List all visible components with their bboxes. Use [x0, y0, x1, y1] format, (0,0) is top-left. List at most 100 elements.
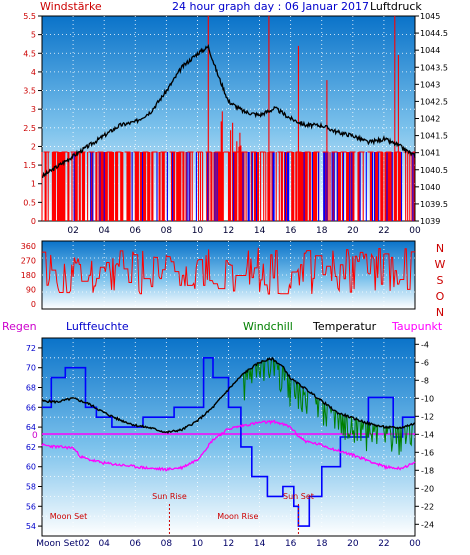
temperature-tick-label: -22: [421, 502, 434, 511]
pressure-tick-label: 1040.5: [420, 166, 448, 175]
humidity-tick-label: 54: [26, 522, 36, 531]
time-tick-label: 16: [285, 539, 297, 549]
time-tick-label: 04: [98, 539, 110, 549]
time-tick-label: Moon Set02: [36, 539, 90, 549]
time-tick-label: 18: [316, 539, 328, 549]
compass-label: N: [436, 242, 444, 255]
time-tick-label: 12: [223, 226, 234, 236]
wind-tick-label: 0.5: [23, 198, 36, 207]
temperature-tick-label: -16: [421, 448, 434, 457]
humidity-tick-label: 66: [26, 403, 36, 412]
pressure-tick-label: 1041.5: [420, 132, 448, 141]
wind-direction-line: [42, 247, 415, 295]
direction-tick-label: 360: [21, 242, 36, 251]
rain-zero-label: 0: [32, 431, 38, 441]
direction-tick-label: 0: [31, 300, 36, 309]
pressure-tick-label: 1043: [420, 80, 440, 89]
pressure-tick-label: 1042.5: [420, 97, 448, 106]
humidity-tick-label: 62: [26, 443, 36, 452]
temperature-tick-label: -18: [421, 466, 434, 475]
compass-label: O: [436, 290, 445, 303]
compass-label: W: [435, 258, 446, 271]
wind-tick-label: 3.5: [23, 87, 36, 96]
pressure-tick-label: 1039: [420, 217, 440, 226]
rain-label: Regen: [2, 320, 37, 333]
pressure-tick-label: 1039.5: [420, 200, 448, 209]
time-tick-label: 10: [192, 226, 204, 236]
humidity-tick-label: 72: [26, 344, 36, 353]
temperature-tick-label: -8: [421, 376, 429, 385]
humidity-label: Luftfeuchte: [66, 320, 129, 333]
time-tick-label: 02: [67, 226, 78, 236]
pressure-tick-label: 1043.5: [420, 63, 448, 72]
humidity-tick-label: 56: [26, 502, 36, 511]
time-tick-label: 22: [378, 226, 389, 236]
dewpoint-label: Taupunkt: [391, 320, 443, 333]
temperature-tick-label: -12: [421, 412, 434, 421]
pressure-tick-label: 1040: [420, 183, 440, 192]
wind-tick-label: 0: [31, 217, 36, 226]
time-tick-label: 20: [347, 226, 359, 236]
humidity-tick-label: 68: [26, 384, 36, 393]
wind-tick-label: 1.5: [23, 161, 36, 170]
chart-title: 24 hour graph day : 06 Januar 2017: [172, 0, 369, 13]
pressure-tick-label: 1044.5: [420, 29, 448, 38]
pressure-tick-label: 1044: [420, 46, 440, 55]
temperature-label: Temperatur: [312, 320, 377, 333]
wind-average-bars: [73, 152, 414, 221]
time-tick-label: 14: [254, 226, 266, 236]
time-tick-label: 08: [161, 226, 173, 236]
humidity-tick-label: 60: [26, 463, 36, 472]
temperature-tick-label: -24: [421, 520, 434, 529]
panel-wind-direction: [41, 240, 416, 310]
time-tick-label: 08: [161, 539, 173, 549]
time-tick-label: 16: [285, 226, 297, 236]
direction-tick-label: 180: [21, 271, 36, 280]
temperature-tick-label: -4: [421, 340, 429, 349]
humidity-tick-label: 58: [26, 483, 36, 492]
windchill-label: Windchill: [243, 320, 293, 333]
time-tick-label: 00: [409, 539, 421, 549]
temperature-tick-label: -6: [421, 358, 429, 367]
time-tick-label: 06: [130, 539, 142, 549]
wind-tick-label: 2: [31, 142, 36, 151]
wind-tick-label: 5.5: [23, 12, 36, 21]
compass-label: S: [437, 274, 444, 287]
pressure-label: Luftdruck: [370, 0, 422, 13]
humidity-tick-label: 70: [26, 364, 36, 373]
time-tick-label: 20: [347, 539, 359, 549]
wind-tick-label: 1: [31, 180, 36, 189]
temperature-tick-label: -10: [421, 394, 434, 403]
pressure-line: [41, 43, 416, 178]
time-tick-label: 00: [409, 226, 421, 236]
wind-tick-label: 4: [31, 68, 36, 77]
time-tick-label: 14: [254, 539, 266, 549]
time-tick-label: 18: [316, 226, 328, 236]
wind-tick-label: 5: [31, 31, 36, 40]
time-tick-label: 06: [130, 226, 142, 236]
astro-annotation: Moon Rise: [217, 512, 258, 521]
temperature-tick-label: -14: [421, 430, 434, 439]
time-tick-label: 10: [192, 539, 204, 549]
wind-tick-label: 4.5: [23, 49, 36, 58]
astro-annotation: Sun Rise: [152, 492, 187, 501]
pressure-tick-label: 1045: [420, 12, 440, 21]
wind-strength-label: Windstärke: [40, 0, 102, 13]
pressure-tick-label: 1041: [420, 149, 440, 158]
direction-tick-label: 90: [26, 286, 36, 295]
temperature-tick-label: -20: [421, 484, 434, 493]
astro-annotation: Moon Set: [50, 512, 87, 521]
time-tick-label: 12: [223, 539, 234, 549]
wind-tick-label: 2.5: [23, 124, 36, 133]
compass-label: N: [436, 306, 444, 319]
wind-tick-label: 3: [31, 105, 36, 114]
humidity-tick-label: 64: [26, 423, 36, 432]
dewpoint-line: [41, 419, 416, 472]
temperature-line: [41, 356, 416, 435]
pressure-tick-label: 1042: [420, 115, 440, 124]
time-tick-label: 22: [378, 539, 389, 549]
astro-annotation: Sun Set: [283, 492, 314, 501]
direction-tick-label: 270: [21, 257, 36, 266]
